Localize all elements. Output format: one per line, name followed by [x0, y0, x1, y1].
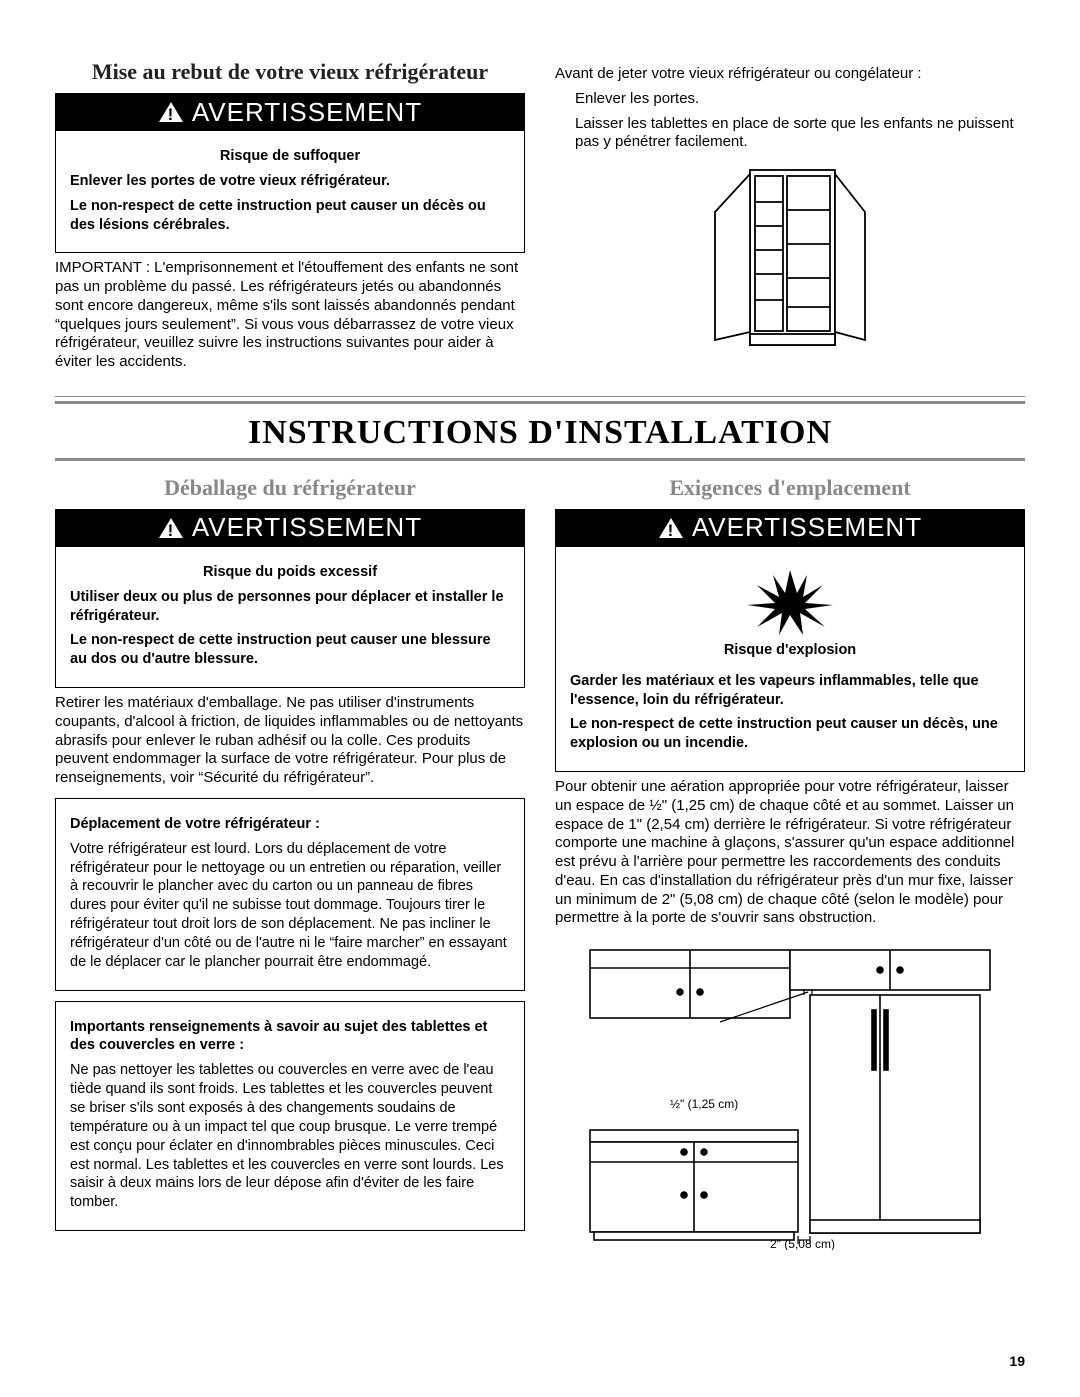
warn-box-explosion: Risque d'explosion Garder les matériaux … [555, 547, 1025, 772]
moving-body: Votre réfrigérateur est lourd. Lors du d… [70, 840, 510, 972]
moving-title: Déplacement de votre réfrigérateur : [70, 815, 510, 834]
warn-line1: Garder les matériaux et les vapeurs infl… [570, 672, 1010, 710]
warn-line2: Le non-respect de cette instruction peut… [70, 631, 510, 669]
gap-label-side: 2" (5,08 cm) [770, 1237, 835, 1250]
warn-line1: Enlever les portes de votre vieux réfrig… [70, 172, 510, 191]
warn-line2: Le non-respect de cette instruction peut… [570, 715, 1010, 753]
top-subtitle: Mise au rebut de votre vieux réfrigérate… [55, 59, 525, 85]
warn-line2: Le non-respect de cette instruction peut… [70, 197, 510, 235]
unpack-subtitle: Déballage du réfrigérateur [55, 475, 525, 501]
divider-rule [55, 396, 1025, 404]
disposal-step-2: Laisser les tablettes en place de sorte … [575, 115, 1025, 153]
warning-triangle-icon: ! [658, 516, 684, 540]
warn-banner-top: ! AVERTISSEMENT [55, 93, 525, 131]
gap-label-top: ½" (1,25 cm) [670, 1097, 738, 1111]
moving-box: Déplacement de votre réfrigérateur : Vot… [55, 798, 525, 991]
installation-title: INSTRUCTIONS D'INSTALLATION [55, 414, 1025, 452]
glass-box: Importants renseignements à savoir au su… [55, 1001, 525, 1231]
warn-label: AVERTISSEMENT [692, 512, 922, 543]
warn-label: AVERTISSEMENT [192, 512, 422, 543]
warning-triangle-icon: ! [158, 100, 184, 124]
svg-text:!: ! [668, 521, 675, 540]
glass-title: Importants renseignements à savoir au su… [70, 1018, 510, 1056]
explosion-icon [745, 565, 835, 635]
glass-body: Ne pas nettoyer les tablettes ou couverc… [70, 1061, 510, 1212]
fridge-open-doors-illustration [695, 162, 885, 357]
disposal-intro: Avant de jeter votre vieux réfrigérateur… [555, 65, 1025, 84]
cabinet-installation-illustration: ½" (1,25 cm) 2" (5,08 cm) [580, 940, 1000, 1250]
warn-title: Risque de suffoquer [70, 147, 510, 166]
warn-box-suffocation: Risque de suffoquer Enlever les portes d… [55, 131, 525, 253]
warn-banner-weight: ! AVERTISSEMENT [55, 509, 525, 547]
important-paragraph: IMPORTANT : L'emprisonnement et l'étouff… [55, 259, 525, 372]
location-paragraph: Pour obtenir une aération appropriée pou… [555, 778, 1025, 928]
warn-box-weight: Risque du poids excessif Utiliser deux o… [55, 547, 525, 688]
unpack-paragraph: Retirer les matériaux d'emballage. Ne pa… [55, 694, 525, 788]
warn-line1: Utiliser deux ou plus de personnes pour … [70, 588, 510, 626]
warn-banner-explosion: ! AVERTISSEMENT [555, 509, 1025, 547]
location-subtitle: Exigences d'emplacement [555, 475, 1025, 501]
warn-title: Risque d'explosion [724, 641, 856, 660]
svg-text:!: ! [168, 521, 175, 540]
page-number: 19 [1009, 1353, 1025, 1369]
svg-text:!: ! [168, 105, 175, 124]
warning-triangle-icon: ! [158, 516, 184, 540]
warn-label: AVERTISSEMENT [192, 97, 422, 128]
disposal-step-1: Enlever les portes. [575, 90, 1025, 109]
warn-title: Risque du poids excessif [70, 563, 510, 582]
divider-rule-bottom [55, 458, 1025, 461]
